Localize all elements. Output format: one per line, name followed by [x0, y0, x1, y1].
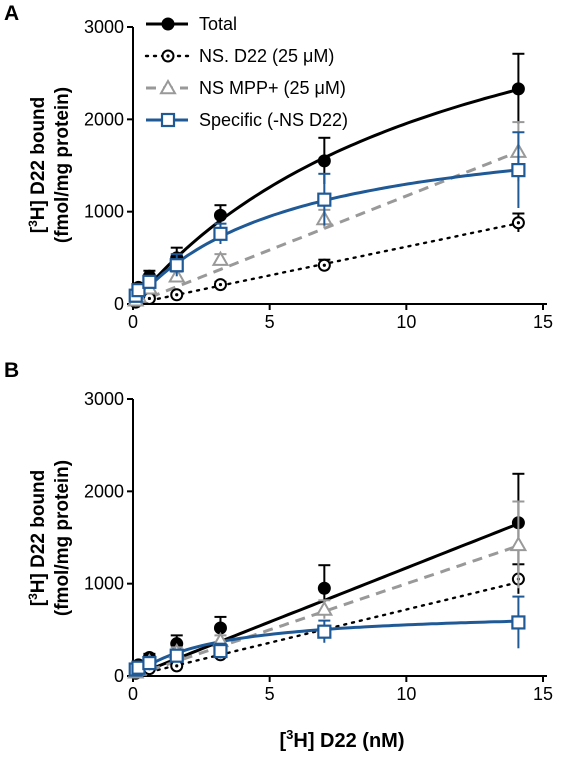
- panel-b-y-tick-label: 0: [114, 666, 124, 686]
- panel-a-y-tick-label: 1000: [84, 202, 124, 222]
- panel-a-series-specific-ns-d22--point: [213, 226, 228, 241]
- panel-a-series-ns-d22-25-m--point-dot: [147, 296, 151, 301]
- panel-a-ylabel-line2: (fmol/mg protein): [52, 87, 73, 243]
- legend-item-ns-d22-25-m--marker: [161, 49, 175, 63]
- panel-b-ylabel-bracket-open: [: [28, 599, 49, 606]
- panel-b-series-specific-ns-d22--point: [317, 624, 332, 639]
- legend-item-ns-mpp-25-m-: NS MPP+ (25 μM): [146, 78, 346, 98]
- panel-a-y-tick-label: 3000: [84, 17, 124, 37]
- panel-b-x-tick-label: 15: [533, 684, 553, 704]
- panel-a-series-ns-d22-25-m--point-dot: [175, 293, 179, 297]
- legend-item-ns-d22-25-m--label: NS. D22 (25 μM): [199, 46, 334, 66]
- svg-text:[3H] D22 bound: [3H] D22 bound: [26, 97, 49, 234]
- legend-item-total-label: Total: [199, 14, 237, 34]
- panel-a-x-tick-label: 5: [265, 312, 275, 332]
- legend-item-ns-d22-25-m--marker-dot: [166, 54, 170, 58]
- panel-a-series-total-point: [213, 208, 227, 222]
- legend-item-specific-ns-d22--label: Specific (-NS D22): [199, 110, 348, 130]
- panel-a-series-ns-d22-25-m--point-dot: [218, 283, 223, 287]
- svg-text:[3H] D22 bound: [3H] D22 bound: [26, 470, 49, 607]
- legend-item-ns-d22-25-m-: NS. D22 (25 μM): [144, 46, 334, 66]
- panel-b-series-ns-mpp-25-m--point: [509, 535, 528, 552]
- panel-b-y-tick-label: 1000: [84, 574, 124, 594]
- panel-a-ylabel-superscript: 3: [26, 220, 40, 227]
- panel-a-series-total-point: [317, 154, 331, 168]
- panel-a-series-specific-ns-d22--point: [317, 192, 332, 207]
- panel-a-series-ns-d22-25-m--point: [317, 258, 331, 272]
- panel-a-plot: 0 5 10 15 0 1000 2000 3000: [84, 17, 553, 332]
- panel-b-series-total-point: [317, 581, 331, 595]
- panel-a-series-ns-d22-25-m--point: [213, 278, 227, 292]
- panel-b-x-tick-label: 5: [265, 684, 275, 704]
- panel-b-ylabel-line2: (fmol/mg protein): [52, 460, 73, 616]
- panel-b-ylabel-superscript: 3: [26, 593, 40, 600]
- panel-b-series-specific-ns-d22--point: [511, 615, 526, 630]
- panel-b-plot: 0 5 10 15 0 1000 2000 3000: [84, 389, 553, 704]
- panel-b-series-ns-d22-25-m--fit-line: [133, 581, 520, 677]
- panel-a-x-tick-label: 0: [128, 312, 138, 332]
- panel-a-x-tick-label: 10: [396, 312, 416, 332]
- panel-a-series-ns-mpp-25-m--point: [211, 250, 230, 266]
- x-axis-label: [3H] D22 (nM): [279, 727, 404, 752]
- panel-a-series-specific-ns-d22--point: [142, 274, 157, 289]
- legend: Total NS. D22 (25 μM) NS MPP+ (25 μM) Speci…: [144, 14, 348, 130]
- panel-a-series-ns-d22-25-m--point: [511, 216, 525, 230]
- panel-a-series-specific-ns-d22--fit-line: [133, 168, 519, 304]
- panel-a-series-total-point: [511, 82, 525, 96]
- legend-item-specific-ns-d22-: Specific (-NS D22): [146, 110, 348, 130]
- panel-b-x-tick-label: 0: [128, 684, 138, 704]
- legend-item-ns-mpp-25-m--marker: [159, 78, 177, 95]
- panel-b-x-tick-label: 10: [396, 684, 416, 704]
- panel-a-series-ns-d22-25-m--point: [170, 288, 184, 302]
- panel-b-series-ns-mpp-25-m--point: [315, 600, 334, 616]
- panel-a-series-specific-ns-d22--point: [511, 163, 526, 178]
- panel-a-ylabel: [3H] D22 bound (fmol/mg protein): [26, 87, 73, 243]
- panel-b-series-specific-ns-d22--point: [169, 648, 184, 663]
- panel-a-series-ns-d22-25-m--point-dot: [322, 263, 326, 267]
- panel-a-series-specific-ns-d22--point: [169, 258, 184, 273]
- panel-b-y-tick-label: 3000: [84, 389, 124, 409]
- panel-b-ylabel: [3H] D22 bound (fmol/mg protein): [26, 460, 73, 616]
- panel-b-series-ns-d22-25-m--point-dot: [175, 664, 179, 668]
- panel-b-y-tick-label: 2000: [84, 481, 124, 501]
- panel-a-series-ns-d22-25-m--fit-line: [133, 222, 520, 305]
- panel-a-y-tick-label: 0: [114, 294, 124, 314]
- panel-a-series-specific-ns-d22--point: [131, 283, 146, 298]
- panel-a-series-ns-d22-25-m--point-dot: [516, 221, 521, 225]
- panel-b-label: B: [4, 359, 19, 382]
- panel-a-label: A: [4, 2, 19, 25]
- panel-a-ylabel-bracket-open: [: [28, 226, 49, 233]
- legend-item-ns-mpp-25-m--label: NS MPP+ (25 μM): [199, 78, 346, 98]
- legend-item-specific-ns-d22--marker: [160, 112, 176, 128]
- panel-a-ylabel-rest: H] D22 bound: [28, 97, 49, 221]
- panel-a-y-tick-label: 2000: [84, 109, 124, 129]
- panel-a-x-tick-label: 15: [533, 312, 553, 332]
- panel-b-ylabel-rest: H] D22 bound: [28, 470, 49, 594]
- legend-item-total-marker: [161, 17, 175, 31]
- panel-b-series-specific-ns-d22--point: [213, 643, 228, 659]
- panel-b-series-specific-ns-d22--point: [142, 655, 157, 671]
- legend-item-total: Total: [146, 14, 237, 34]
